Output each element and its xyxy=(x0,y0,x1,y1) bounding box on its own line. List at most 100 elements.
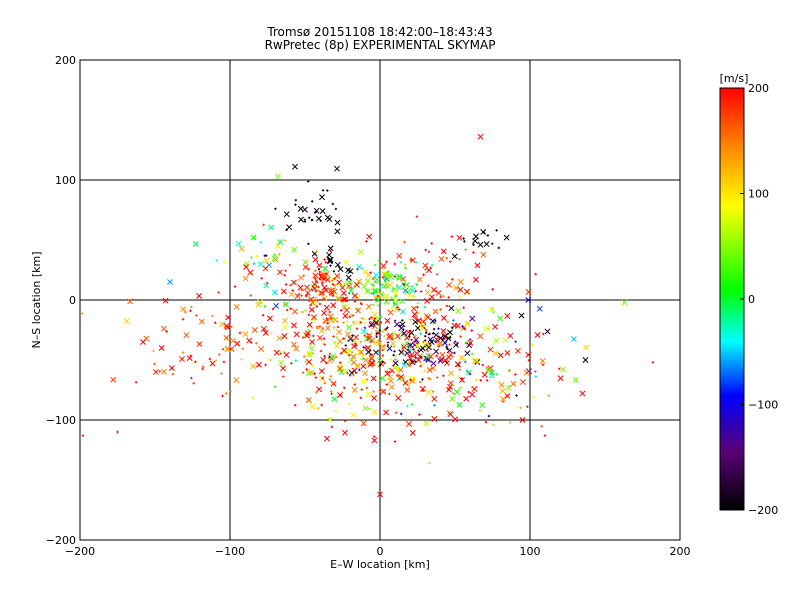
data-point xyxy=(377,350,380,353)
colorbar-tick-label: 100 xyxy=(748,188,769,201)
data-point xyxy=(443,360,450,367)
data-point xyxy=(447,351,454,358)
data-point xyxy=(201,367,204,371)
data-point xyxy=(301,310,304,314)
y-axis-label: N–S location [km] xyxy=(30,251,43,348)
data-point xyxy=(439,352,446,358)
data-point xyxy=(310,316,317,322)
data-point xyxy=(330,380,337,387)
data-point xyxy=(195,314,198,317)
data-point xyxy=(283,211,290,218)
data-point xyxy=(393,298,396,301)
data-point xyxy=(510,380,517,387)
x-axis-label: E–W location [km] xyxy=(330,558,430,571)
data-point xyxy=(442,294,445,298)
data-point xyxy=(314,376,318,379)
data-point xyxy=(257,261,264,268)
data-point xyxy=(301,206,308,213)
data-point xyxy=(346,371,349,375)
data-point xyxy=(371,284,374,288)
data-point xyxy=(265,281,269,285)
data-point xyxy=(457,286,464,293)
data-point xyxy=(414,289,417,293)
data-point xyxy=(377,338,381,341)
data-point xyxy=(329,264,332,267)
data-point xyxy=(312,256,319,263)
data-point xyxy=(446,282,453,289)
data-point xyxy=(427,377,430,380)
data-point xyxy=(398,324,401,327)
data-point xyxy=(300,288,303,292)
data-point xyxy=(240,358,243,361)
data-point xyxy=(441,333,448,340)
data-point xyxy=(456,234,463,241)
colorbar-tick-label: 0 xyxy=(748,293,755,306)
data-point xyxy=(316,334,323,341)
data-point xyxy=(341,429,348,436)
data-point xyxy=(319,208,326,215)
data-point xyxy=(247,269,254,276)
data-point xyxy=(181,351,185,354)
data-point xyxy=(386,341,390,344)
data-point xyxy=(557,375,564,382)
data-point xyxy=(424,248,427,252)
data-point xyxy=(294,198,298,202)
data-point xyxy=(368,355,375,362)
data-point xyxy=(208,357,212,361)
data-point xyxy=(327,256,334,263)
data-point xyxy=(233,304,240,310)
data-point xyxy=(462,326,466,330)
data-point xyxy=(352,374,355,377)
data-point xyxy=(514,340,517,343)
data-point xyxy=(356,278,362,285)
data-point xyxy=(414,342,421,349)
data-point xyxy=(404,387,411,393)
data-point xyxy=(306,321,313,328)
data-point xyxy=(298,274,305,281)
data-point xyxy=(394,354,398,358)
data-point xyxy=(315,305,318,308)
data-point xyxy=(134,381,138,384)
data-point xyxy=(469,391,476,398)
data-point xyxy=(468,338,472,341)
data-point xyxy=(273,302,280,309)
data-point xyxy=(446,347,449,350)
data-point xyxy=(307,216,311,219)
data-point xyxy=(326,258,333,265)
data-point xyxy=(345,274,352,281)
data-point xyxy=(369,271,372,274)
data-point xyxy=(420,354,423,357)
data-point xyxy=(351,314,355,317)
data-point xyxy=(403,281,410,288)
data-point xyxy=(497,315,504,322)
data-point xyxy=(388,392,391,396)
data-point xyxy=(315,215,322,222)
data-point xyxy=(302,264,309,271)
data-point xyxy=(326,318,329,322)
data-point xyxy=(464,248,467,251)
data-point xyxy=(389,358,392,361)
data-point xyxy=(317,267,321,271)
data-point xyxy=(282,317,288,324)
data-point xyxy=(274,243,281,250)
data-point xyxy=(492,323,499,330)
data-point xyxy=(558,367,561,370)
data-point xyxy=(307,242,310,246)
data-point xyxy=(262,265,269,272)
data-point xyxy=(334,273,341,279)
data-point xyxy=(423,420,430,427)
data-point xyxy=(262,329,269,336)
data-point xyxy=(451,326,454,329)
data-point xyxy=(495,229,498,232)
data-point xyxy=(249,341,253,344)
data-point xyxy=(304,309,307,312)
data-point xyxy=(449,395,456,402)
data-point xyxy=(361,358,365,361)
data-point xyxy=(384,327,388,331)
x-tick-label: 100 xyxy=(520,545,541,558)
data-point xyxy=(429,355,433,358)
data-point xyxy=(425,389,432,396)
data-point xyxy=(350,353,357,360)
data-point xyxy=(322,265,328,272)
data-point xyxy=(491,288,494,291)
